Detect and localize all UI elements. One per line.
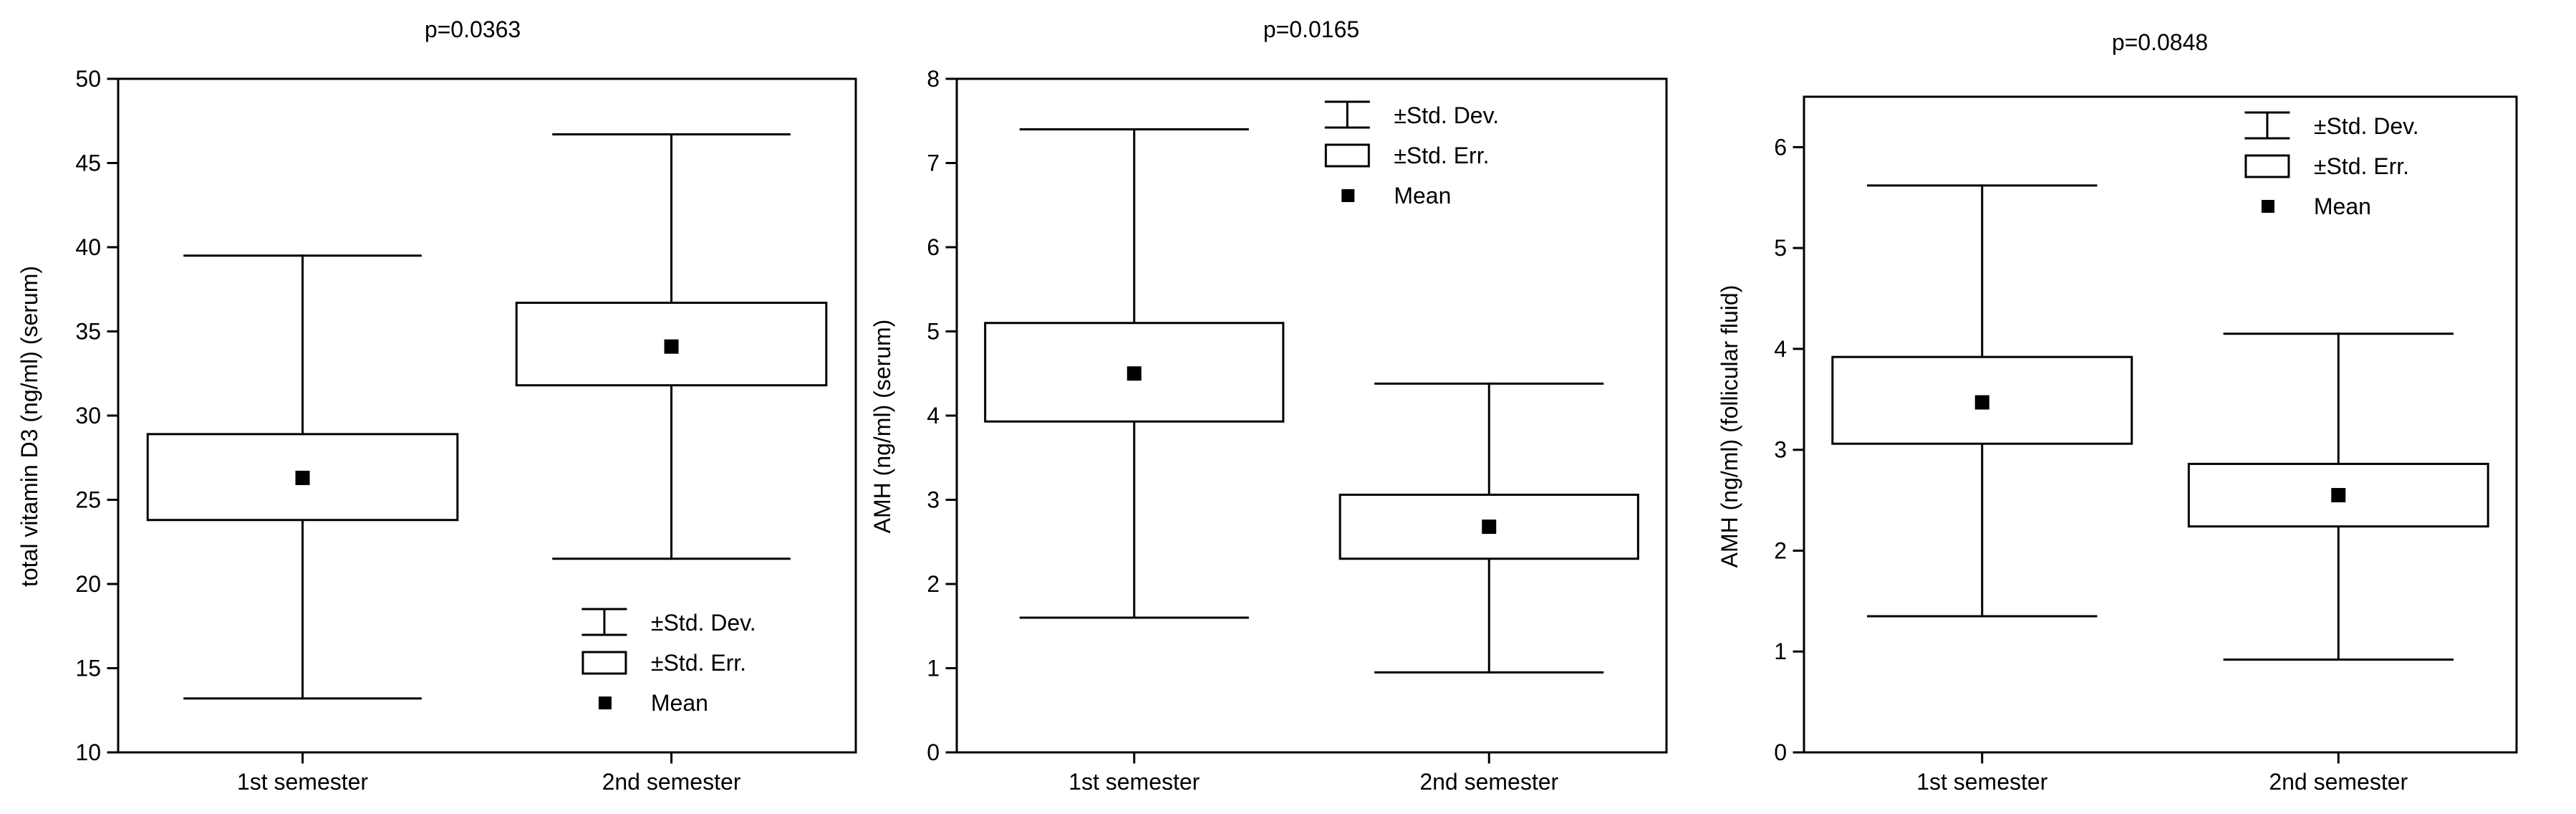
legend-label: Mean [2314, 193, 2371, 219]
legend-label: ±Std. Dev. [1394, 102, 1499, 128]
x-tick-label: 1st semester [1068, 769, 1200, 795]
legend-label: ±Std. Dev. [651, 610, 756, 636]
mean-marker [1974, 395, 1989, 410]
y-axis-label: total vitamin D3 (ng/ml) (serum) [16, 266, 42, 587]
y-tick-label: 5 [927, 319, 940, 345]
group-2nd-semester [1338, 382, 1639, 674]
y-tick-label: 45 [75, 150, 101, 176]
y-tick-label: 3 [927, 487, 940, 513]
legend-mean-symbol [1341, 189, 1355, 202]
chart-panel-vitamin-d3-serum: p=0.0363 total vitamin D3 (ng/ml) (serum… [16, 16, 857, 795]
y-tick-label: 50 [75, 66, 101, 92]
legend-se-symbol [582, 651, 627, 675]
mean-marker [2331, 488, 2346, 503]
y-tick-label: 8 [927, 66, 940, 92]
x-tick-label: 1st semester [237, 769, 369, 795]
group-1st-semester [146, 254, 459, 700]
y-tick-label: 30 [75, 403, 101, 428]
y-axis-label: AMH (ng/ml) (follicular fluid) [1717, 285, 1742, 568]
y-tick-label: 20 [75, 571, 101, 597]
legend-mean-symbol [2261, 200, 2274, 213]
y-tick-label: 0 [927, 739, 940, 765]
y-tick-label: 40 [75, 234, 101, 260]
legend-label: ±Std. Err. [1394, 143, 1489, 168]
y-tick-label: 1 [1774, 638, 1787, 664]
x-tick-label: 1st semester [1916, 769, 2048, 795]
chart-title: p=0.0848 [2112, 29, 2208, 55]
legend: ±Std. Dev. ±Std. Err. Mean [2244, 111, 2419, 219]
y-tick-label: 6 [927, 234, 940, 260]
mean-marker [295, 470, 310, 485]
legend: ±Std. Dev. ±Std. Err. Mean [1324, 100, 1499, 209]
y-tick-label: 15 [75, 656, 101, 681]
group-2nd-semester [2187, 332, 2489, 661]
chart-title: p=0.0363 [425, 16, 521, 42]
y-tick-label: 1 [927, 656, 940, 681]
group-2nd-semester [515, 133, 828, 560]
y-tick-label: 5 [1774, 235, 1787, 261]
mean-marker [664, 339, 679, 354]
y-tick-label: 35 [75, 319, 101, 345]
y-axis-label: AMH (ng/ml) (serum) [869, 320, 895, 534]
y-tick-label: 7 [927, 150, 940, 176]
group-1st-semester [984, 128, 1285, 619]
y-tick-label: 25 [75, 487, 101, 513]
group-1st-semester [1831, 184, 2133, 618]
mean-marker [1482, 519, 1497, 535]
legend-label: ±Std. Err. [2314, 153, 2409, 179]
y-tick-label: 6 [1774, 134, 1787, 160]
legend-label: ±Std. Dev. [2314, 113, 2419, 139]
chart-title: p=0.0165 [1263, 16, 1359, 42]
legend-label: ±Std. Err. [651, 650, 746, 676]
mean-marker [1127, 366, 1142, 381]
y-tick-label: 3 [1774, 437, 1787, 463]
legend-mean-symbol [598, 696, 612, 709]
y-tick-label: 10 [75, 739, 101, 765]
x-tick-label: 2nd semester [1419, 769, 1558, 795]
x-tick-label: 2nd semester [602, 769, 741, 795]
legend-label: Mean [1394, 183, 1451, 209]
x-tick-label: 2nd semester [2269, 769, 2408, 795]
y-tick-label: 0 [1774, 739, 1787, 765]
legend-se-symbol [1324, 143, 1370, 168]
legend-se-symbol [2244, 154, 2290, 178]
plot-frame [1803, 95, 2518, 754]
chart-panel-amh-serum: p=0.0165 AMH (ng/ml) (serum) 0 1 2 3 4 5 6 7 8 1s… [869, 16, 1668, 795]
legend: ±Std. Dev. ±Std. Err. Mean [582, 608, 756, 716]
y-tick-label: 4 [1774, 336, 1787, 362]
y-tick-label: 4 [927, 403, 940, 428]
y-tick-label: 2 [927, 571, 940, 597]
chart-panel-amh-follicular-fluid: p=0.0848 AMH (ng/ml) (follicular fluid) … [1717, 29, 2518, 795]
y-tick-label: 2 [1774, 537, 1787, 563]
legend-label: Mean [651, 690, 708, 716]
